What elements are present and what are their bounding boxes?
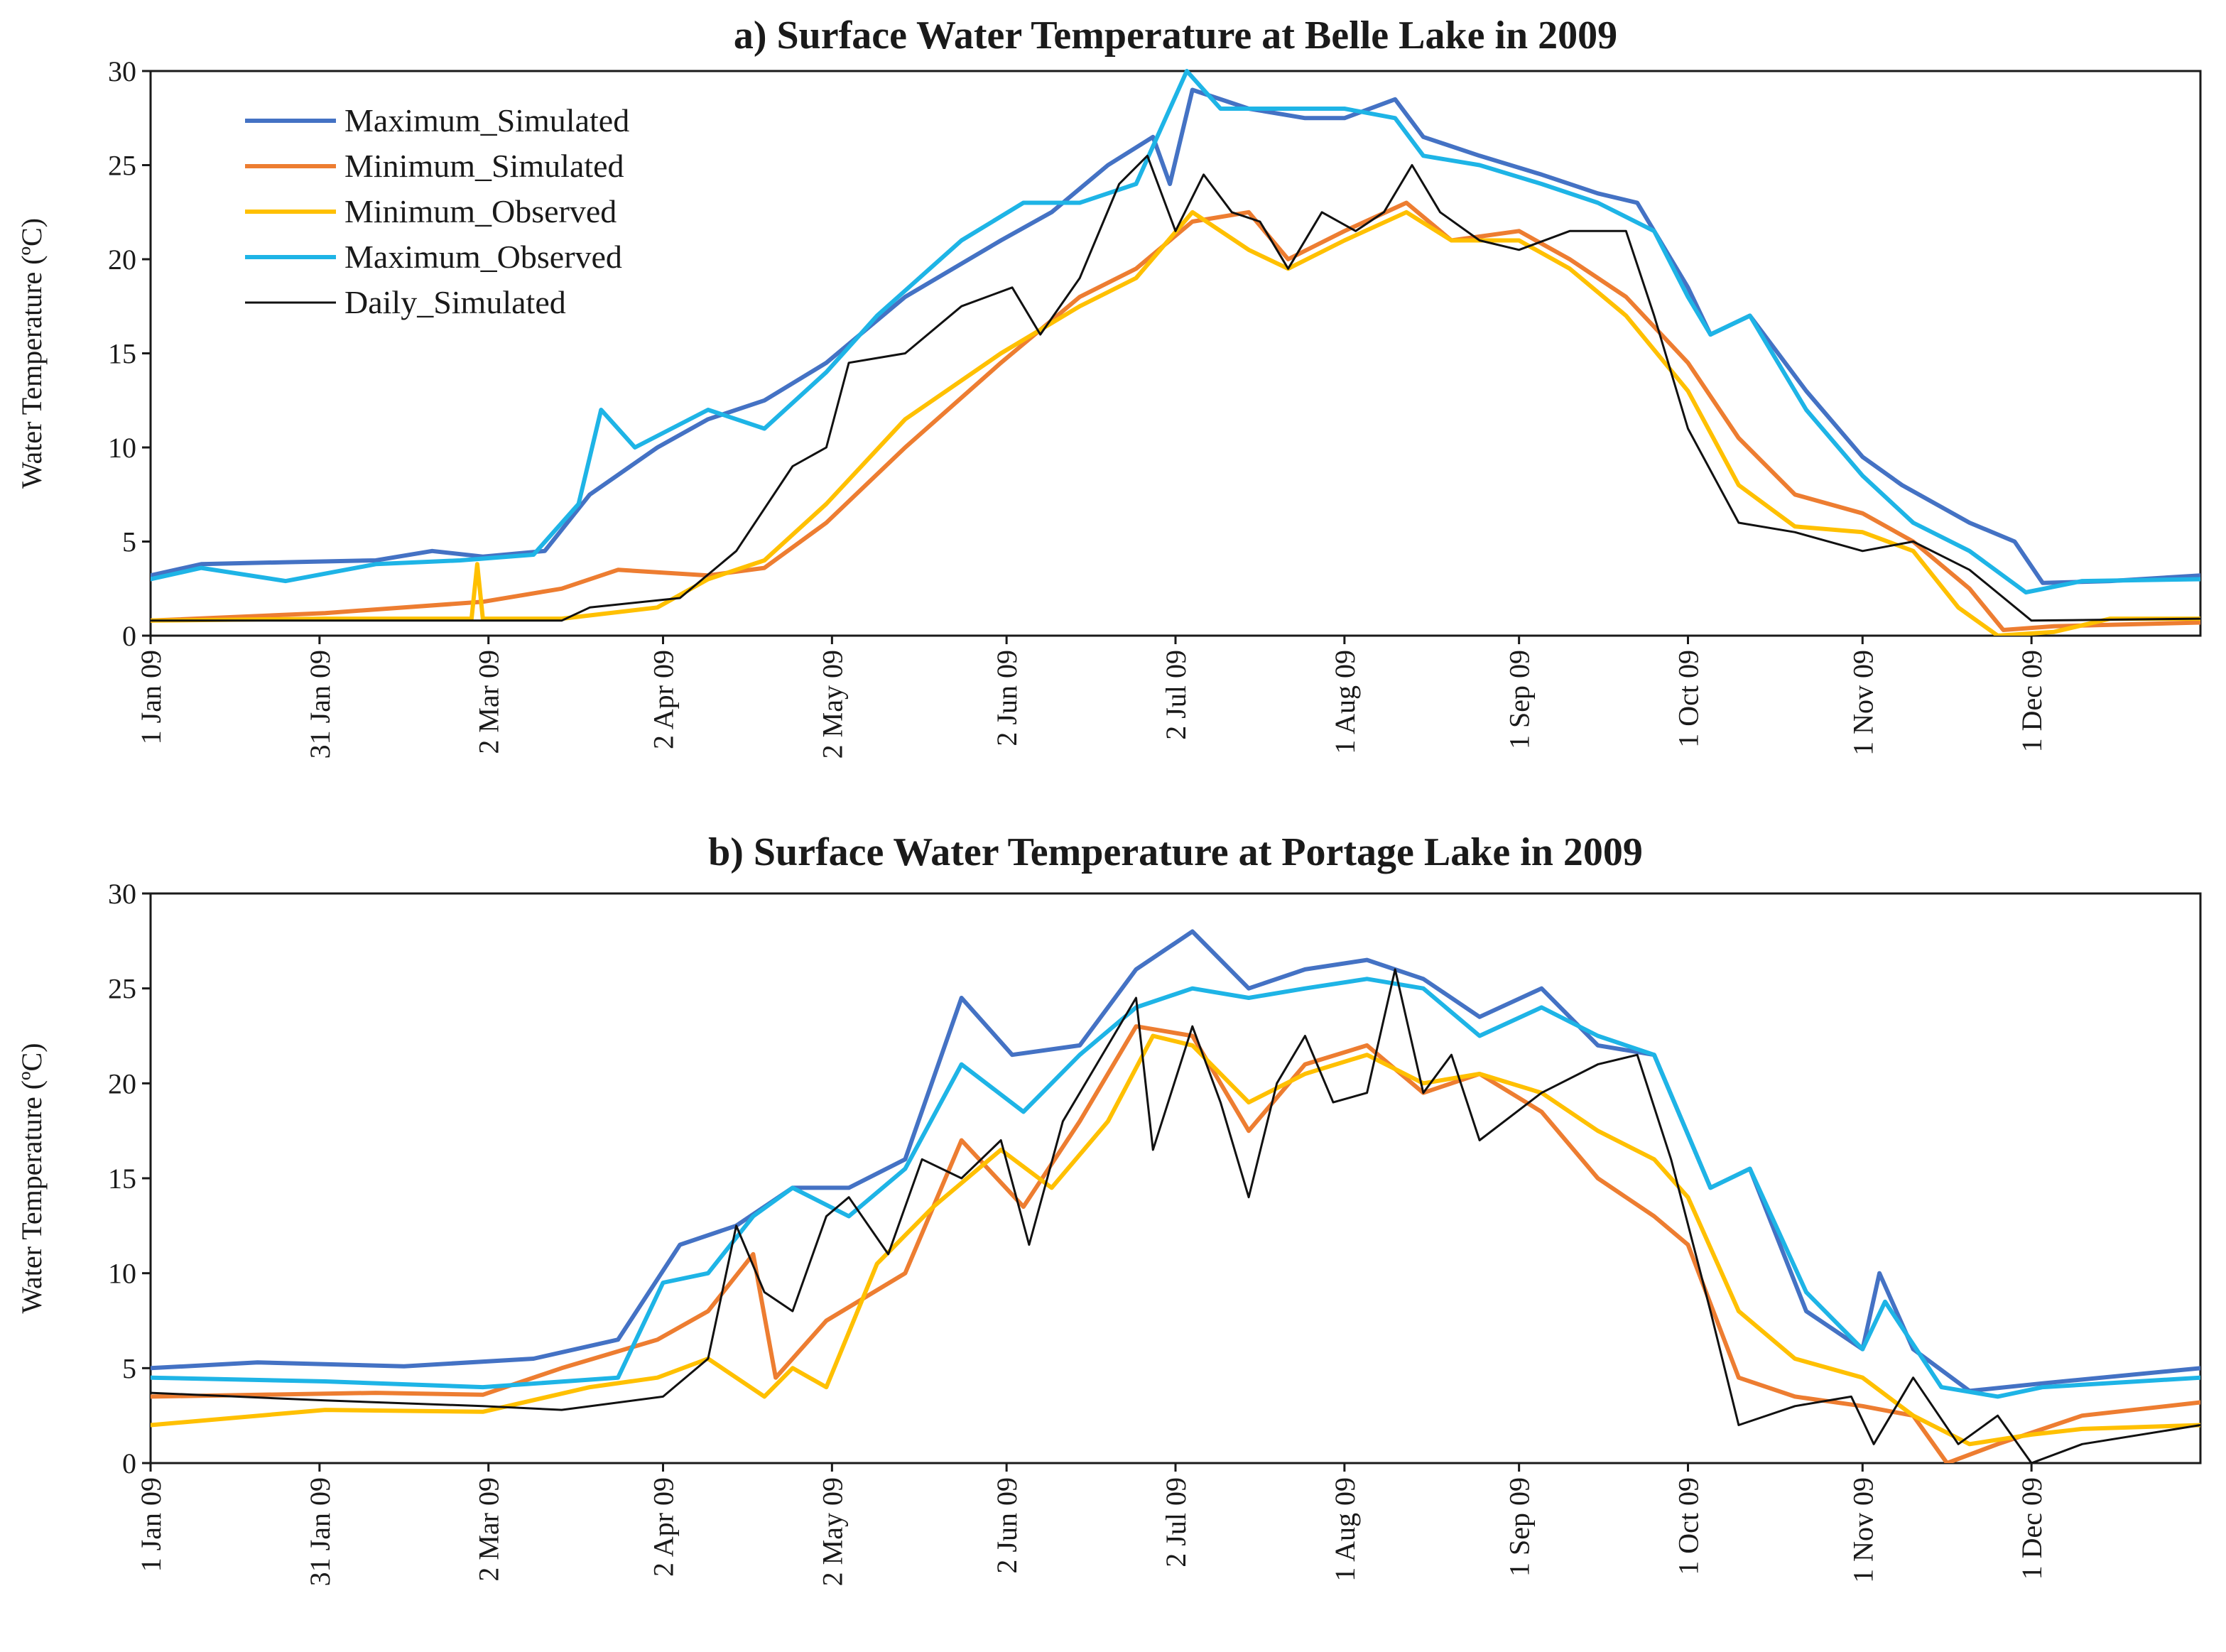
y-tick-label: 30 — [108, 55, 136, 87]
y-tick-label: 25 — [108, 150, 136, 182]
chart-title: a) Surface Water Temperature at Belle La… — [734, 13, 1617, 58]
series-group — [151, 69, 2200, 636]
chart-panel-belle-lake: a) Surface Water Temperature at Belle La… — [16, 13, 2202, 759]
y-tick-label: 10 — [108, 1258, 136, 1290]
series-group — [151, 929, 2200, 1463]
y-tick-label: 0 — [122, 620, 136, 652]
y-tick-label: 20 — [108, 244, 136, 276]
x-tick-label: 2 Apr 09 — [648, 650, 680, 749]
series-line-daily-simulated — [151, 968, 2200, 1463]
legend-label: Maximum_Observed — [344, 239, 622, 275]
x-tick-label: 1 Aug 09 — [1329, 650, 1361, 754]
legend-label: Minimum_Simulated — [344, 148, 624, 184]
series-line-daily-simulated — [151, 154, 2200, 622]
x-tick-label: 31 Jan 09 — [304, 1477, 336, 1586]
y-tick-label: 5 — [122, 526, 136, 558]
y-tick-label: 30 — [108, 878, 136, 910]
chart-panel-portage-lake: b) Surface Water Temperature at Portage … — [16, 830, 2202, 1586]
x-tick-label: 2 Jul 09 — [1160, 1477, 1192, 1567]
x-tick-label: 2 Mar 09 — [473, 1477, 505, 1582]
legend-label: Minimum_Observed — [344, 193, 617, 229]
x-tick-label: 1 Sep 09 — [1504, 1477, 1536, 1577]
y-tick-label: 25 — [108, 973, 136, 1005]
x-tick-label: 1 Sep 09 — [1504, 650, 1536, 749]
y-tick-label: 15 — [108, 338, 136, 370]
y-tick-label: 0 — [122, 1447, 136, 1479]
y-tick-label: 20 — [108, 1067, 136, 1099]
x-tick-label: 2 May 09 — [816, 1477, 848, 1586]
x-tick-label: 1 Aug 09 — [1329, 1477, 1361, 1582]
series-line-maximum-simulated — [151, 929, 2200, 1393]
x-tick-label: 2 Jun 09 — [991, 650, 1023, 746]
y-axis-label: Water Temperature (ºC) — [16, 1043, 48, 1313]
plot-frame — [149, 892, 2202, 1464]
x-tick-label: 1 Dec 09 — [2016, 1477, 2048, 1580]
x-tick-label: 1 Nov 09 — [1847, 650, 1879, 756]
chart-title: b) Surface Water Temperature at Portage … — [708, 830, 1643, 874]
y-tick-label: 15 — [108, 1163, 136, 1195]
x-tick-label: 2 Jul 09 — [1160, 650, 1192, 740]
x-tick-label: 1 Nov 09 — [1847, 1477, 1879, 1583]
x-tick-label: 2 May 09 — [816, 650, 848, 759]
series-line-minimum-observed — [151, 210, 2200, 636]
series-line-maximum-observed — [151, 69, 2200, 594]
x-tick-label: 1 Jan 09 — [135, 650, 167, 744]
y-axis-label: Water Temperature (ºC) — [16, 218, 48, 489]
x-tick-label: 1 Oct 09 — [1673, 650, 1705, 748]
series-line-minimum-simulated — [151, 1024, 2200, 1463]
x-tick-label: 1 Jan 09 — [135, 1477, 167, 1572]
legend-label: Daily_Simulated — [344, 284, 566, 320]
y-tick-label: 10 — [108, 432, 136, 464]
x-tick-label: 1 Dec 09 — [2016, 650, 2048, 752]
legend: Maximum_Simulated Minimum_Simulated Minimu… — [245, 102, 629, 320]
series-line-minimum-observed — [151, 1033, 2200, 1447]
x-tick-label: 2 Mar 09 — [473, 650, 505, 754]
series-line-maximum-observed — [151, 977, 2200, 1399]
series-line-minimum-simulated — [151, 200, 2200, 632]
x-tick-label: 1 Oct 09 — [1673, 1477, 1705, 1575]
x-tick-label: 31 Jan 09 — [304, 650, 336, 759]
x-tick-label: 2 Apr 09 — [648, 1477, 680, 1577]
legend-label: Maximum_Simulated — [344, 102, 629, 138]
y-tick-label: 5 — [122, 1352, 136, 1384]
x-tick-label: 2 Jun 09 — [991, 1477, 1023, 1574]
